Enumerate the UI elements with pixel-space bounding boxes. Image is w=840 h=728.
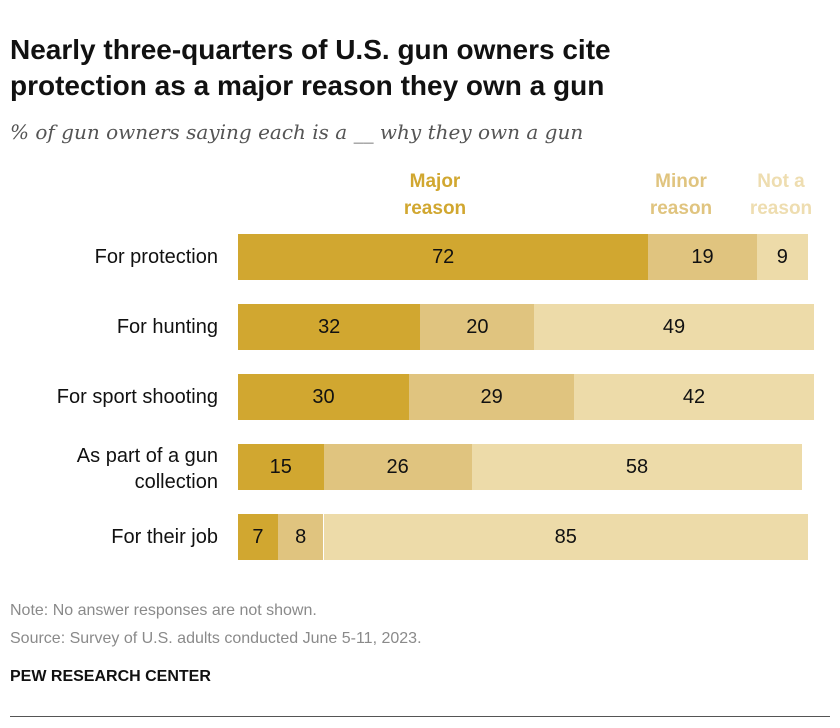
bar-segment-not-a-reason [323, 514, 808, 560]
legend-not-line2: reason [749, 198, 813, 219]
data-label: 9 [776, 246, 788, 268]
chart-subtitle: % of gun owners saying each is a __ why … [10, 120, 584, 144]
data-label: 8 [295, 526, 307, 548]
data-label: 20 [466, 316, 489, 338]
legend-not-line1: Not a [757, 171, 805, 192]
data-label: 32 [318, 316, 341, 338]
bar-segment-minor-reason [420, 304, 535, 350]
data-label: 26 [386, 456, 409, 478]
bar-segment-not-a-reason [471, 444, 803, 490]
note-text: Note: No answer responses are not shown. [10, 602, 317, 619]
chart-title: Nearly three-quarters of U.S. gun owners… [10, 34, 611, 101]
bar-segment-not-a-reason [756, 234, 808, 280]
data-label: 7 [252, 526, 264, 548]
bar-segment-major-reason [238, 234, 649, 280]
bar-segment-major-reason [238, 514, 278, 560]
bar-segment-major-reason [238, 304, 421, 350]
data-label: 72 [432, 246, 455, 268]
bar-segment-minor-reason [323, 444, 472, 490]
legend-major-line1: Major [409, 171, 461, 192]
bar-segment-not-a-reason [534, 304, 814, 350]
bar-segment-minor-reason [648, 234, 757, 280]
bar-segment-major-reason [238, 374, 409, 420]
category-label: For sport shooting [56, 386, 218, 408]
bar-segment-major-reason [238, 444, 324, 490]
legend-minor-line1: Minor [655, 171, 707, 192]
bar-segment-minor-reason [409, 374, 575, 420]
data-label: 58 [625, 456, 649, 478]
category-label: For hunting [116, 316, 218, 338]
data-label: 19 [691, 246, 714, 268]
brand-label: PEW RESEARCH CENTER [10, 668, 211, 685]
data-label: 85 [554, 526, 577, 548]
data-label: 42 [682, 386, 706, 408]
category-label: For protection [94, 246, 218, 268]
legend-minor: Minor reason [631, 168, 731, 222]
footer-divider [10, 716, 830, 717]
legend-major: Major reason [385, 168, 485, 222]
legend-minor-line2: reason [649, 198, 713, 219]
bar-segment-minor-reason [277, 514, 324, 560]
category-label: For their job [111, 526, 218, 548]
data-label: 30 [312, 386, 335, 408]
category-label: As part of a gun collection [76, 445, 218, 493]
bar-segment-not-a-reason [574, 374, 814, 420]
data-label: 29 [480, 386, 503, 408]
legend-major-line2: reason [403, 198, 467, 219]
data-label: 15 [269, 456, 292, 478]
source-text: Source: Survey of U.S. adults conducted … [10, 630, 422, 647]
legend-not: Not a reason [736, 168, 826, 222]
data-label: 49 [662, 316, 686, 338]
